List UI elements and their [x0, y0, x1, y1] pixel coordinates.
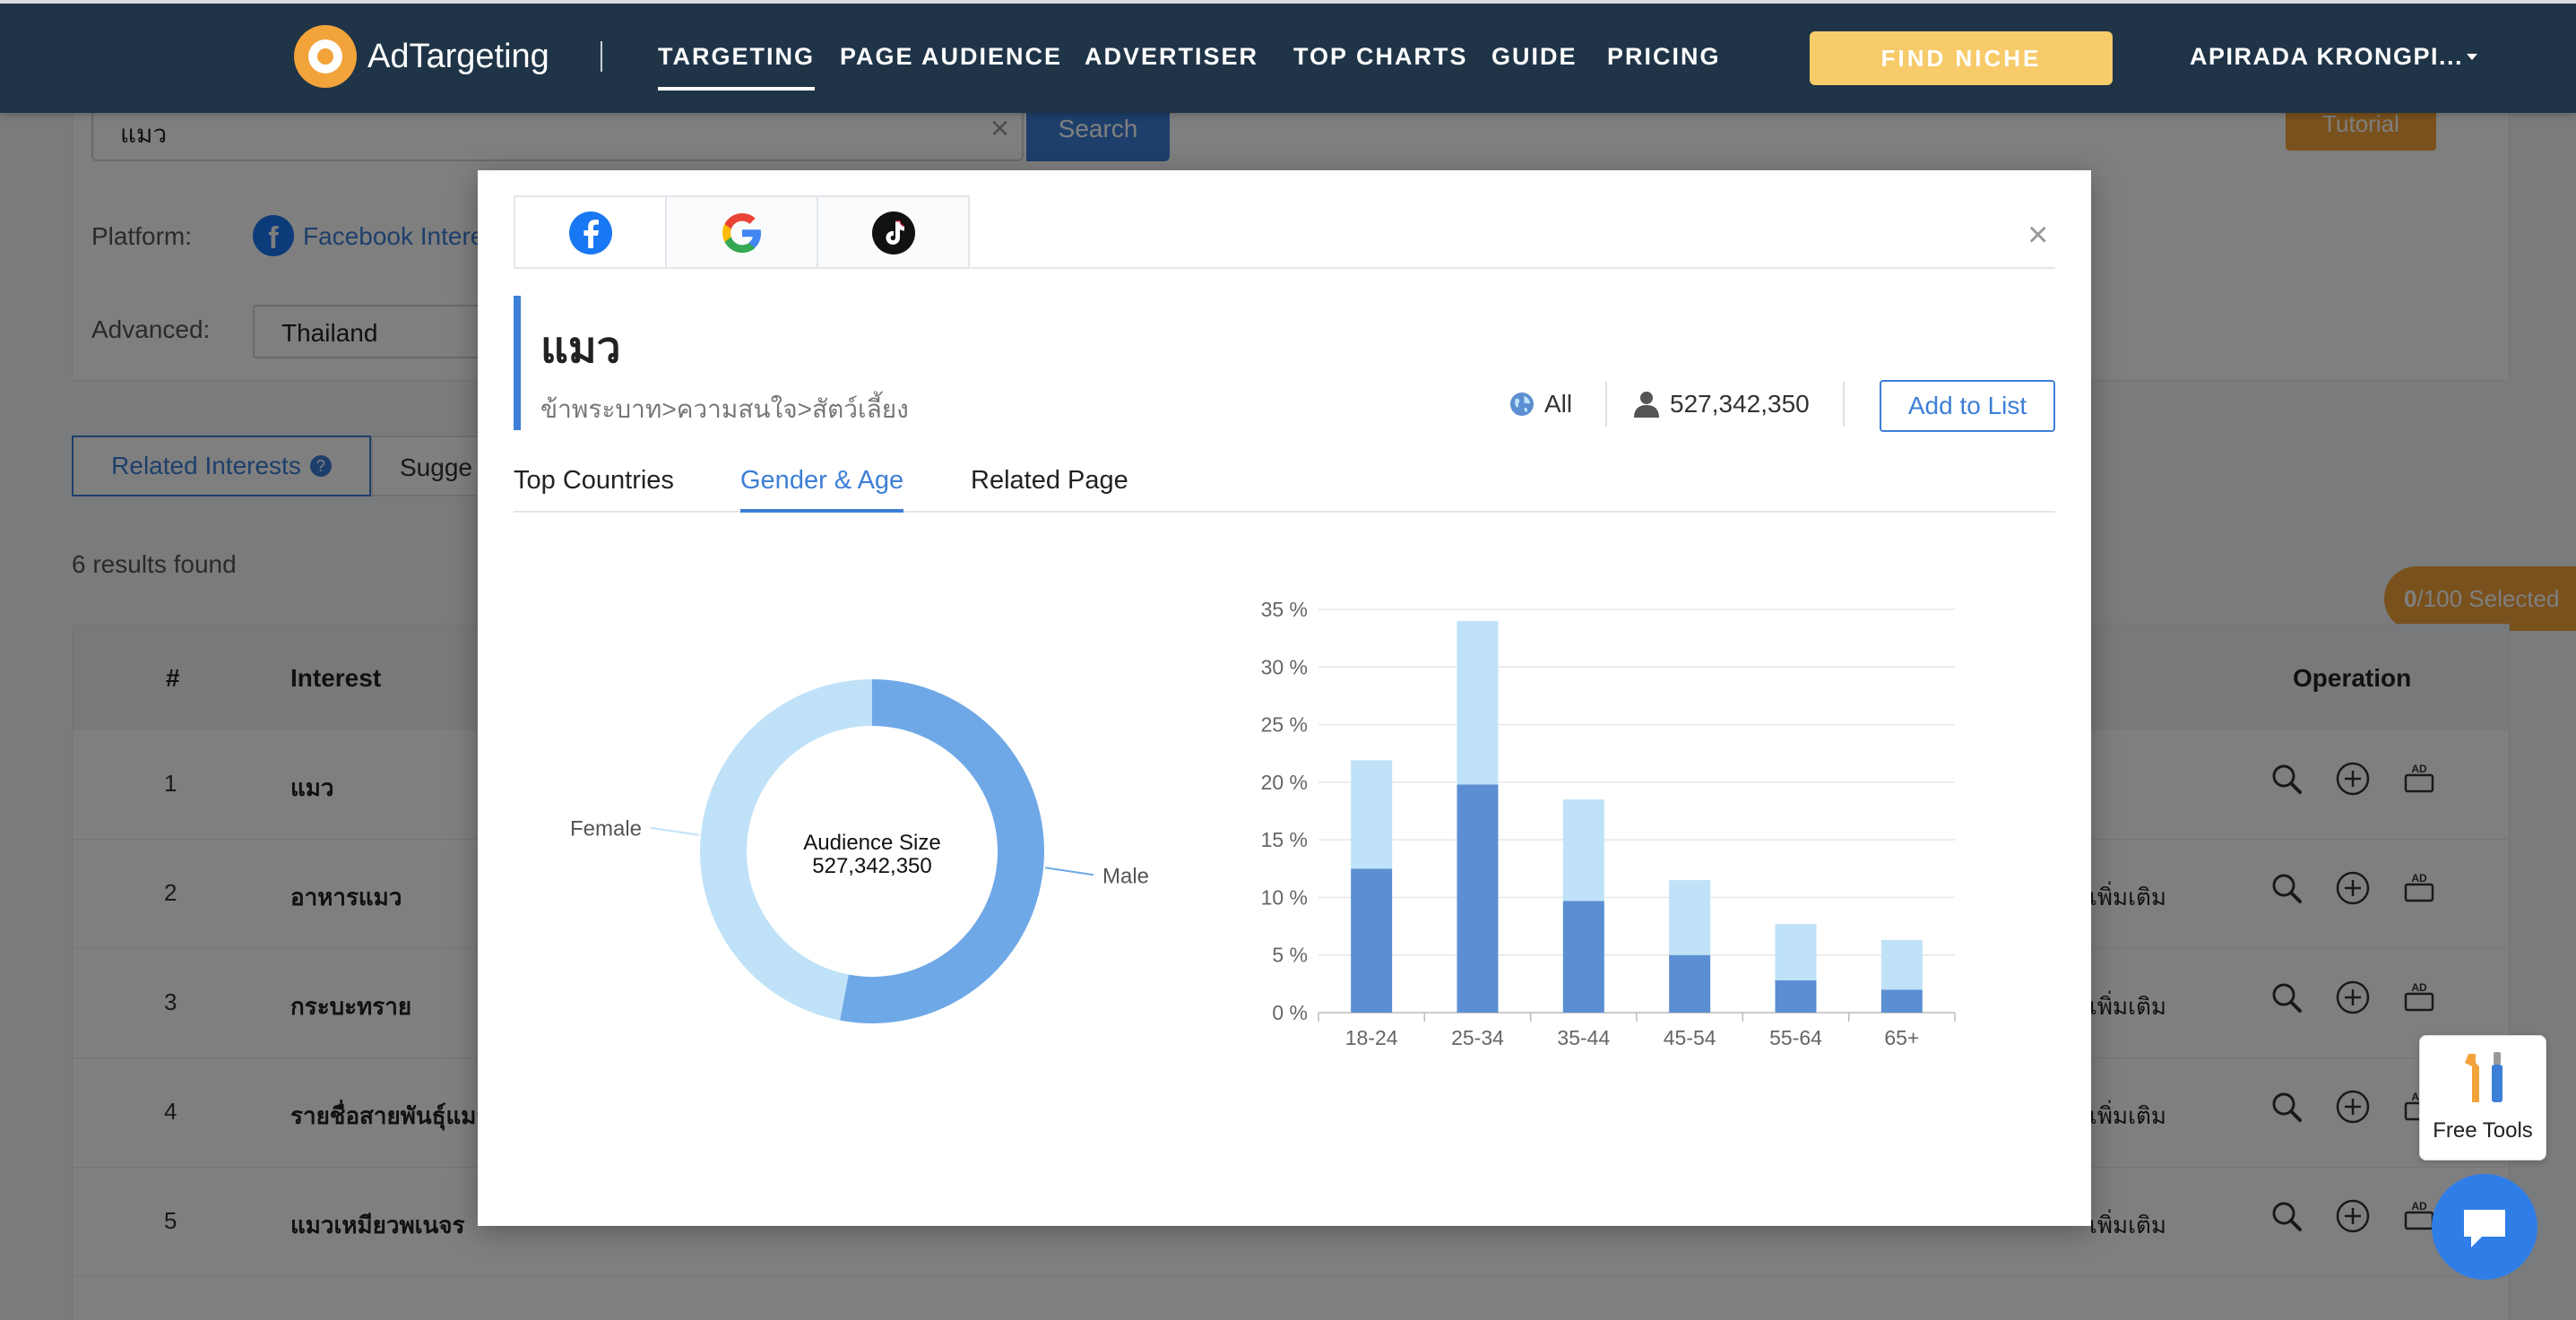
x-tick-label: 35-44: [1557, 1026, 1610, 1048]
bar-male-65+: [1880, 989, 1923, 1013]
tab-google[interactable]: [665, 195, 818, 269]
logo[interactable]: AdTargeting: [294, 25, 549, 88]
x-tick-label: 65+: [1884, 1026, 1919, 1048]
tiktok-icon: [871, 211, 915, 255]
nav-item-guide[interactable]: GUIDE: [1491, 43, 1578, 70]
bar-female-18-24: [1351, 760, 1393, 869]
y-tick-label: 25 %: [1261, 713, 1308, 737]
free-tools-label: Free Tools: [2433, 1118, 2533, 1143]
title-accent-bar: [514, 296, 521, 430]
bar-male-55-64: [1775, 980, 1817, 1013]
y-tick-label: 35 %: [1261, 598, 1308, 621]
x-tick-label: 25-34: [1451, 1026, 1504, 1048]
tools-icon: [2465, 1052, 2503, 1102]
detail-tabs: Top Countries Gender & Age Related Page: [514, 466, 2055, 513]
tab-divider: [514, 267, 2055, 269]
age-gender-bar-chart: 0 % 5 % 10 % 15 % 20 % 25 % 30 % 35 % 18-24 25-34…: [1261, 598, 1956, 1048]
y-tick-label: 30 %: [1261, 655, 1308, 678]
donut-label-female: Female: [570, 817, 642, 841]
region-indicator: All: [1508, 390, 1572, 418]
close-icon[interactable]: ×: [2027, 215, 2049, 255]
bar-female-65+: [1880, 940, 1923, 990]
interest-title: แมว: [540, 324, 621, 372]
chat-button[interactable]: [2432, 1174, 2537, 1280]
y-tick-label: 5 %: [1272, 944, 1308, 967]
bar-female-35-44: [1562, 799, 1604, 902]
nav-item-page-audience[interactable]: PAGE AUDIENCE: [840, 43, 1063, 70]
y-tick-label: 15 %: [1261, 828, 1308, 851]
tab-tiktok[interactable]: [817, 195, 970, 269]
google-icon: [722, 213, 761, 253]
audience-size-value: 527,342,350: [1670, 390, 1810, 418]
y-tick-label: 0 %: [1272, 1001, 1308, 1024]
x-tick-label: 55-64: [1769, 1026, 1822, 1048]
bar-female-45-54: [1669, 880, 1711, 955]
donut-center-value: 527,342,350: [812, 854, 931, 878]
tab-top-countries[interactable]: Top Countries: [514, 466, 674, 495]
y-tick-label: 10 %: [1261, 885, 1308, 909]
donut-slice-male: [840, 679, 1044, 1023]
meta-separator: [1843, 382, 1845, 427]
donut-label-line: [650, 826, 700, 836]
audience-size-indicator: 527,342,350: [1634, 390, 1810, 418]
bar-male-18-24: [1351, 868, 1393, 1013]
globe-icon: [1510, 393, 1534, 416]
nav-separator: [601, 41, 602, 72]
chevron-down-icon[interactable]: [2467, 54, 2477, 60]
donut-slice-female: [699, 679, 872, 1021]
logo-text: AdTargeting: [367, 37, 549, 75]
tab-facebook[interactable]: [514, 195, 667, 269]
x-tick-label: 45-54: [1664, 1026, 1716, 1048]
nav-item-targeting[interactable]: TARGETING: [658, 43, 815, 91]
donut-label-male: Male: [1102, 864, 1149, 888]
y-tick-label: 20 %: [1261, 771, 1308, 794]
person-icon: [1634, 392, 1659, 418]
x-tick-label: 18-24: [1345, 1026, 1398, 1048]
user-menu[interactable]: APIRADA KRONGPI...: [2190, 43, 2464, 70]
nav-item-top-charts[interactable]: TOP CHARTS: [1293, 43, 1468, 70]
add-to-list-button[interactable]: Add to List: [1880, 380, 2055, 432]
platform-tabs: [514, 195, 970, 269]
donut-center-label: Audience Size: [803, 831, 940, 855]
page-top-strip: [0, 0, 2576, 4]
top-navigation: AdTargeting TARGETING PAGE AUDIENCE ADVE…: [0, 0, 2576, 113]
logo-icon: [294, 25, 357, 88]
chat-icon: [2464, 1210, 2505, 1247]
tab-gender-age[interactable]: Gender & Age: [740, 466, 904, 513]
bar-male-35-44: [1562, 901, 1604, 1013]
facebook-icon: [568, 211, 612, 255]
bar-male-25-34: [1457, 784, 1499, 1013]
interest-detail-modal: × แมว ข้าพระบาท>ความสนใจ>สัตว์เลี้ยง All…: [478, 170, 2091, 1226]
interest-breadcrumb: ข้าพระบาท>ความสนใจ>สัตว์เลี้ยง: [540, 395, 909, 423]
nav-item-pricing[interactable]: PRICING: [1607, 43, 1721, 70]
nav-item-advertiser[interactable]: ADVERTISER: [1085, 43, 1259, 70]
bar-male-45-54: [1669, 954, 1711, 1013]
tab-related-page[interactable]: Related Page: [971, 466, 1128, 495]
bar-female-25-34: [1457, 620, 1499, 785]
region-value: All: [1544, 390, 1573, 418]
meta-separator: [1605, 382, 1607, 427]
donut-label-line: [1044, 867, 1094, 876]
bar-female-55-64: [1775, 924, 1817, 980]
free-tools-widget[interactable]: Free Tools: [2419, 1035, 2546, 1160]
find-niche-button[interactable]: FIND NICHE: [1810, 31, 2113, 85]
